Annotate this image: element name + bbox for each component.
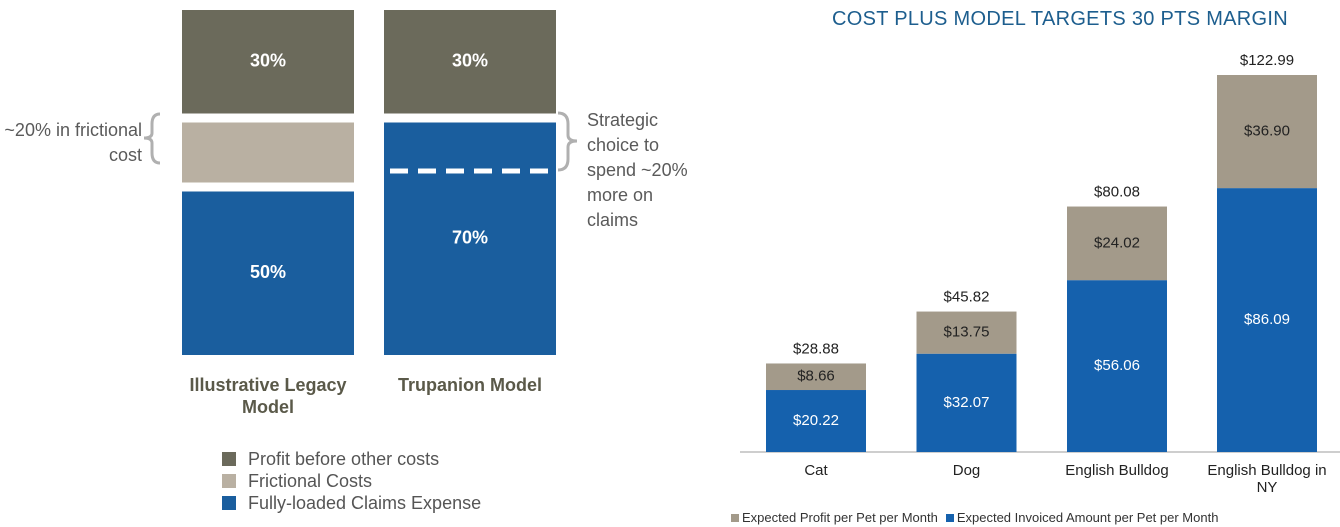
total-label: $80.08: [1094, 184, 1140, 201]
brace: [557, 111, 578, 172]
bar-segment: [916, 311, 1017, 354]
value-label: $8.66: [797, 368, 835, 385]
legend-swatch: [222, 496, 236, 510]
bar-segment: [182, 191, 354, 355]
bar-segment: [182, 10, 354, 114]
legend-label: Fully-loaded Claims Expense: [248, 492, 482, 513]
value-label: 30%: [452, 51, 488, 71]
legend-item: Frictional Costs: [222, 470, 481, 492]
total-label: $45.82: [944, 289, 990, 306]
legend-label: Expected Profit per Pet per Month: [742, 510, 938, 525]
value-label: 70%: [452, 228, 488, 248]
legend-swatch: [731, 513, 739, 522]
bar-segment: [384, 122, 556, 355]
legend-swatch: [222, 474, 236, 488]
x-tick-label: Illustrative Legacy Model: [189, 375, 347, 417]
value-label: $20.22: [793, 412, 839, 429]
legend-label: Frictional Costs: [248, 470, 373, 491]
x-tick-label: Cat: [804, 462, 828, 479]
bar-segment: [1067, 280, 1167, 452]
legend-label: Expected Invoiced Amount per Pet per Mon…: [956, 510, 1219, 525]
bar-segment: [1217, 75, 1317, 189]
annotation: Strategic choice to spend ~20% more on c…: [587, 110, 688, 230]
legend-swatch: [945, 513, 954, 522]
brace: [143, 112, 161, 165]
bar-segment: [1067, 206, 1167, 281]
legend-item: Expected Profit per Pet per Month: [731, 510, 938, 525]
bar-segment: [182, 122, 354, 183]
total-label: $28.88: [793, 340, 839, 357]
bar-segment: [1217, 188, 1317, 452]
x-tick-label: Trupanion Model: [398, 375, 542, 395]
chart-title: COST PLUS MODEL TARGETS 30 PTS MARGIN: [831, 8, 1288, 30]
value-label: $32.07: [944, 394, 990, 411]
legend-item: Profit before other costs: [222, 448, 481, 470]
value-label: $24.02: [1094, 234, 1140, 251]
value-label: $56.06: [1094, 357, 1140, 374]
bar-segment: [766, 363, 866, 391]
annotation: ~20% in frictional cost: [4, 120, 142, 165]
legend-item: Fully-loaded Claims Expense: [222, 492, 481, 514]
total-label: $122.99: [1240, 52, 1294, 69]
value-label: $36.90: [1244, 123, 1290, 140]
x-tick-label: English Bulldog in NY: [1207, 462, 1327, 496]
x-tick-label: Dog: [952, 462, 981, 479]
value-label: $86.09: [1244, 311, 1290, 328]
value-label: 50%: [250, 262, 286, 282]
legend: Profit before other costs Frictional Cost…: [222, 448, 481, 514]
legend-swatch: [222, 452, 236, 466]
legend-label: Profit before other costs: [248, 448, 440, 469]
x-tick-label: English Bulldog: [1065, 462, 1169, 479]
legend-item: Expected Invoiced Amount per Pet per Mon…: [945, 510, 1219, 525]
bar-segment: [916, 353, 1017, 452]
bar-segment: [766, 390, 866, 452]
value-label: $13.75: [944, 324, 990, 341]
value-label: 30%: [250, 51, 286, 71]
legend: Expected Profit per Pet per Month Expecte…: [731, 510, 1226, 525]
bar-segment: [384, 10, 556, 114]
